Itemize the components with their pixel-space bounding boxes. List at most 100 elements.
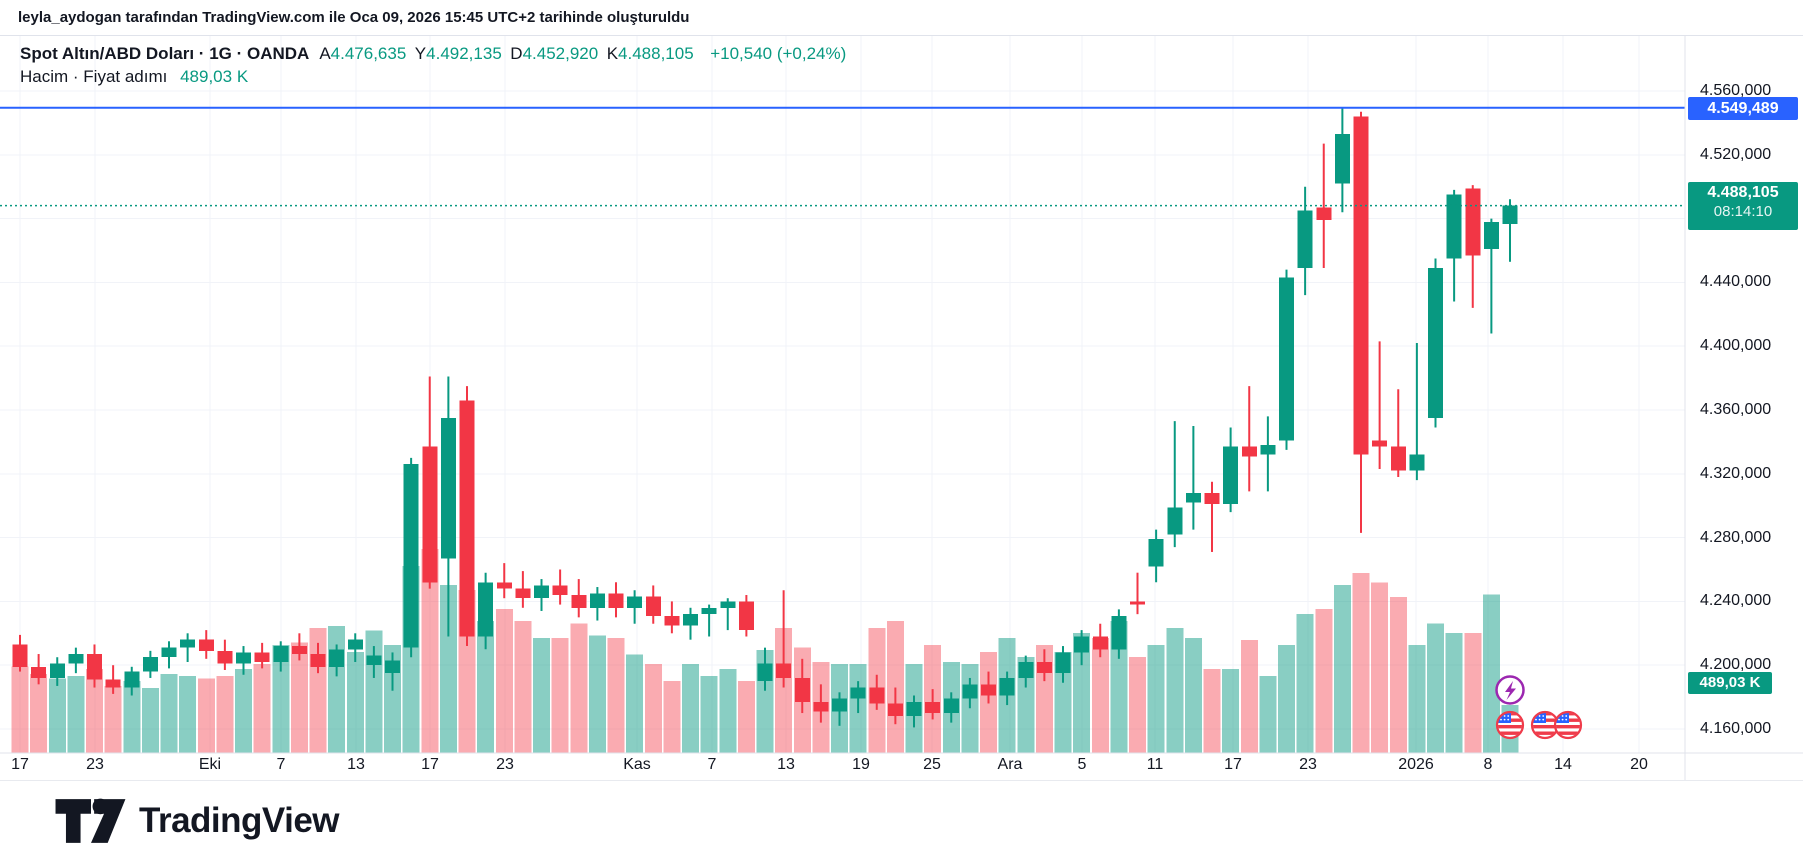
volume-bar [1482,594,1500,753]
symbol-title[interactable]: Spot Altın/ABD Doları · 1G · OANDA [20,44,310,63]
candle-body [1223,446,1239,505]
candle-body [1372,440,1388,447]
candle-body [1483,221,1499,249]
footer-bar: TradingView [0,780,1803,864]
volume-bar [1147,645,1165,753]
candle-body [180,639,196,648]
volume-bar [235,669,252,753]
candle-body [943,698,959,714]
candle-body [869,687,885,704]
time-tick-label: 13 [347,756,365,773]
volume-bar [551,637,569,753]
ohlc-letter: K [606,44,619,63]
volume-bar [86,669,103,753]
time-tick-label: 17 [11,756,29,773]
ohlc-value: 4.476,635 [330,44,415,63]
price-tick-label: 4.200,000 [1700,656,1772,674]
volume-bar [272,645,290,753]
price-tick-label: 4.440,000 [1700,273,1772,291]
volume-bar [533,637,550,753]
time-tick-label: 2026 [1398,756,1434,773]
candle-body [124,671,140,688]
volume-bar [644,664,662,753]
volume-bar [1203,669,1221,753]
volume-bar [67,676,85,753]
volume-bar [439,585,457,753]
volume-bar [719,669,737,753]
candle-body [608,593,624,608]
us-flag-icon[interactable] [1495,710,1525,740]
candle-body [757,663,773,682]
candle-body [925,701,941,714]
candle-body [1390,446,1406,471]
volume-bar [1129,657,1146,753]
time-tick-label: Kas [623,756,651,773]
last-price-label: 4.488,105 08:14:10 [1688,181,1798,230]
candle-body [161,647,177,658]
chart-pane[interactable]: Spot Altın/ABD Doları · 1G · OANDA A4.476… [0,35,1803,781]
tradingview-logo[interactable]: TradingView [55,797,340,845]
time-tick-label: 5 [1077,756,1087,773]
candle-body [1334,134,1350,184]
candle-body [198,639,214,651]
candle-body [12,644,28,667]
candle-body [422,446,438,583]
candle-body [291,646,307,655]
price-tick-label: 4.240,000 [1700,592,1772,610]
attribution-text: leyla_aydogan tarafından TradingView.com… [18,9,690,26]
candle-body [552,585,568,596]
candle-body [236,652,251,664]
change-value: +10,540 (+0,24%) [710,44,847,63]
candle-body [813,701,829,712]
volume-bar [700,676,718,753]
legend-row-volume: Hacim · Fiyat adımı 489,03 K [20,65,846,88]
volume-bar [495,609,513,753]
candle-body [1279,277,1294,441]
volume-bar [886,621,904,753]
candle-body [1241,446,1257,457]
volume-bar [421,549,439,753]
us-flag-icon[interactable] [1530,710,1560,740]
time-tick-label: 19 [852,756,870,773]
volume-bar [11,666,29,753]
volume-bar [1073,633,1091,753]
candle-body [589,593,605,608]
candle-body [1260,445,1276,455]
volume-bar [48,678,66,753]
volume-bar [1278,645,1295,753]
volume-bar [104,685,122,753]
candle-body [962,684,978,699]
candle-body [701,607,717,615]
candle-body [1185,492,1201,503]
time-tick-label: 23 [86,756,104,773]
price-tick-label: 4.400,000 [1700,337,1772,355]
candle-body [1428,268,1443,418]
volume-bar [1296,613,1314,753]
volume-value-label: 489,03 K [1688,672,1772,694]
volume-bar [1315,609,1333,753]
event-markers[interactable] [1495,675,1583,740]
candle-body [403,464,419,648]
volume-bar [1389,597,1407,753]
lightning-icon [1505,681,1516,700]
time-tick-label: 25 [923,756,941,773]
time-tick-label: 20 [1630,756,1648,773]
candle-body [347,639,363,650]
time-tick-label: 23 [496,756,514,773]
volume-bar [961,664,979,753]
candle-body [571,595,587,608]
candle-body [627,596,643,608]
candle-body [68,654,84,664]
candle-body [645,596,661,616]
volume-bar [123,681,141,753]
price-tick-label: 4.160,000 [1700,720,1772,737]
candle-body [1167,507,1183,535]
time-tick-label: 13 [777,756,795,773]
candle-body [534,585,549,599]
candle-body [329,649,345,667]
volume-indicator-label[interactable]: Hacim · Fiyat adımı [20,67,168,86]
ohlc-letter: D [510,44,523,63]
candle-body [1074,636,1090,653]
us-flag-icon[interactable] [1553,710,1583,740]
candle-body [105,679,121,688]
